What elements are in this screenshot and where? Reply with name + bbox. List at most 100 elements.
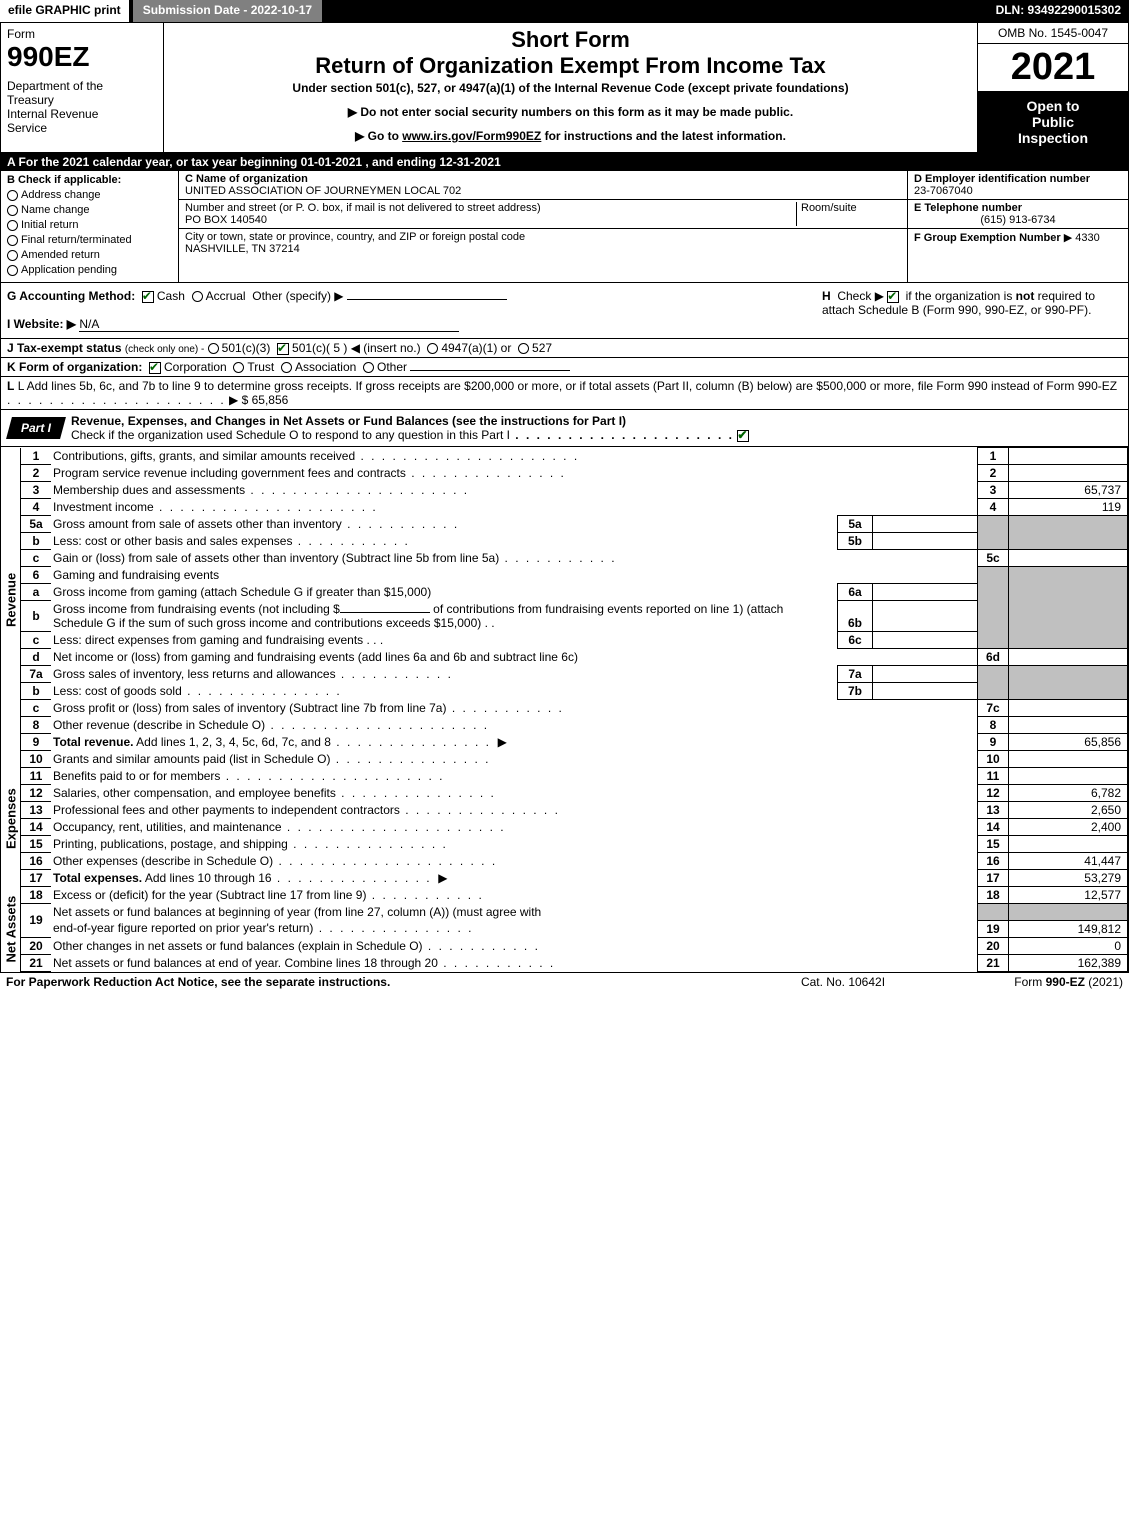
l-amount: ▶ $ 65,856 (229, 393, 288, 407)
footer-center: Cat. No. 10642I (743, 975, 943, 989)
opt-amended-return[interactable]: Amended return (7, 249, 172, 261)
notice-ssn: ▶ Do not enter social security numbers o… (168, 105, 973, 119)
k-assoc[interactable] (281, 362, 292, 373)
col-b: B Check if applicable: Address change Na… (1, 171, 179, 282)
group: ▶ 4330 (1064, 232, 1100, 244)
header-center: Short Form Return of Organization Exempt… (164, 23, 977, 152)
tel-label: E Telephone number (914, 202, 1022, 214)
l10-val (1009, 751, 1128, 768)
row-gh: G Accounting Method: Cash Accrual Other … (1, 283, 1128, 339)
l5b-val (873, 533, 978, 550)
short-form-title: Short Form (168, 27, 973, 53)
group-cell: F Group Exemption Number ▶ 4330 (908, 229, 1128, 246)
l19-val: 149,812 (1009, 920, 1128, 937)
k-corp[interactable] (149, 362, 161, 374)
l2-val (1009, 465, 1128, 482)
l5c-val (1009, 550, 1128, 567)
top-bar: efile GRAPHIC print Submission Date - 20… (0, 0, 1129, 22)
l20-val: 0 (1009, 937, 1128, 954)
opt-initial-return[interactable]: Initial return (7, 219, 172, 231)
l6a-val (873, 584, 978, 601)
group-label: F Group Exemption Number (914, 232, 1061, 244)
j-501c3[interactable] (208, 343, 219, 354)
city-cell: City or town, state or province, country… (179, 229, 907, 257)
part1-table: Revenue 1 Contributions, gifts, grants, … (1, 447, 1128, 972)
line-a: A For the 2021 calendar year, or tax yea… (1, 153, 1128, 171)
l1-box: 1 (978, 448, 1009, 465)
footer: For Paperwork Reduction Act Notice, see … (0, 973, 1129, 991)
header-right: OMB No. 1545-0047 2021 Open toPublicInsp… (977, 23, 1128, 152)
revenue-section-label: Revenue (1, 448, 21, 751)
j-4947[interactable] (427, 343, 438, 354)
submission-date-button[interactable]: Submission Date - 2022-10-17 (133, 0, 322, 22)
l5a-val (873, 516, 978, 533)
header-left: Form 990EZ Department of theTreasuryInte… (1, 23, 164, 152)
header-row: Form 990EZ Department of theTreasuryInte… (1, 23, 1128, 153)
l7b-val (873, 683, 978, 700)
row-g: G Accounting Method: Cash Accrual Other … (1, 283, 816, 338)
g-label: G Accounting Method: (7, 289, 135, 303)
l8-val (1009, 717, 1128, 734)
irs-link[interactable]: www.irs.gov/Form990EZ (402, 129, 541, 143)
form-container: Form 990EZ Department of theTreasuryInte… (0, 22, 1129, 973)
accrual-checkbox[interactable] (192, 291, 203, 302)
expenses-section-label: Expenses (1, 751, 21, 887)
row-k: K Form of organization: Corporation Trus… (1, 358, 1128, 377)
l14-val: 2,400 (1009, 819, 1128, 836)
l12-val: 6,782 (1009, 785, 1128, 802)
inspection-notice: Open toPublicInspection (978, 92, 1128, 152)
opt-application-pending[interactable]: Application pending (7, 264, 172, 276)
info-grid: B Check if applicable: Address change Na… (1, 171, 1128, 283)
spacer (322, 0, 987, 22)
netassets-section-label: Net Assets (1, 887, 21, 972)
street-cell: Number and street (or P. O. box, if mail… (179, 200, 907, 229)
part1-title: Revenue, Expenses, and Changes in Net As… (63, 410, 1128, 446)
l13-val: 2,650 (1009, 802, 1128, 819)
notice-url: ▶ Go to www.irs.gov/Form990EZ for instru… (168, 129, 973, 143)
tel: (615) 913-6734 (914, 214, 1122, 226)
i-label: I Website: ▶ (7, 317, 76, 331)
l11-val (1009, 768, 1128, 785)
form-word: Form (7, 27, 35, 41)
col-d: D Employer identification number 23-7067… (907, 171, 1128, 282)
opt-final-return[interactable]: Final return/terminated (7, 234, 172, 246)
l3-val: 65,737 (1009, 482, 1128, 499)
j-527[interactable] (518, 343, 529, 354)
row-h: H Check ▶ if the organization is not req… (816, 283, 1128, 338)
street: PO BOX 140540 (185, 214, 267, 226)
form-number: 990EZ (7, 41, 90, 72)
l15-val (1009, 836, 1128, 853)
l7c-val (1009, 700, 1128, 717)
l6c-val (873, 632, 978, 649)
dln-label: DLN: 93492290015302 (988, 0, 1129, 22)
notice-pre: ▶ Go to (355, 129, 402, 143)
opt-address-change[interactable]: Address change (7, 189, 172, 201)
efile-print-button[interactable]: efile GRAPHIC print (0, 0, 129, 22)
subtitle: Under section 501(c), 527, or 4947(a)(1)… (168, 81, 973, 95)
k-other[interactable] (363, 362, 374, 373)
l4-val: 119 (1009, 499, 1128, 516)
k-trust[interactable] (233, 362, 244, 373)
h-checkbox[interactable] (887, 291, 899, 303)
footer-right: Form 990-EZ (2021) (943, 975, 1123, 989)
ein-cell: D Employer identification number 23-7067… (908, 171, 1128, 200)
opt-name-change[interactable]: Name change (7, 204, 172, 216)
col-b-header: B Check if applicable: (7, 174, 172, 186)
row-j: J Tax-exempt status (check only one) - 5… (1, 339, 1128, 358)
j-501c[interactable] (277, 343, 289, 355)
ein: 23-7067040 (914, 185, 973, 197)
footer-left: For Paperwork Reduction Act Notice, see … (6, 975, 743, 989)
other-specify: Other (specify) ▶ (252, 289, 343, 303)
cash-checkbox[interactable] (142, 291, 154, 303)
col-c: C Name of organization UNITED ASSOCIATIO… (179, 171, 907, 282)
part1-check-o[interactable] (737, 430, 749, 442)
l1-num: 1 (21, 448, 52, 465)
part1-header: Part I Revenue, Expenses, and Changes in… (1, 410, 1128, 447)
org-name-cell: C Name of organization UNITED ASSOCIATIO… (179, 171, 907, 200)
main-title: Return of Organization Exempt From Incom… (168, 53, 973, 79)
street-label: Number and street (or P. O. box, if mail… (185, 202, 541, 214)
l21-val: 162,389 (1009, 954, 1128, 971)
l7a-val (873, 666, 978, 683)
omb-number: OMB No. 1545-0047 (978, 23, 1128, 44)
website-value: N/A (79, 317, 459, 332)
